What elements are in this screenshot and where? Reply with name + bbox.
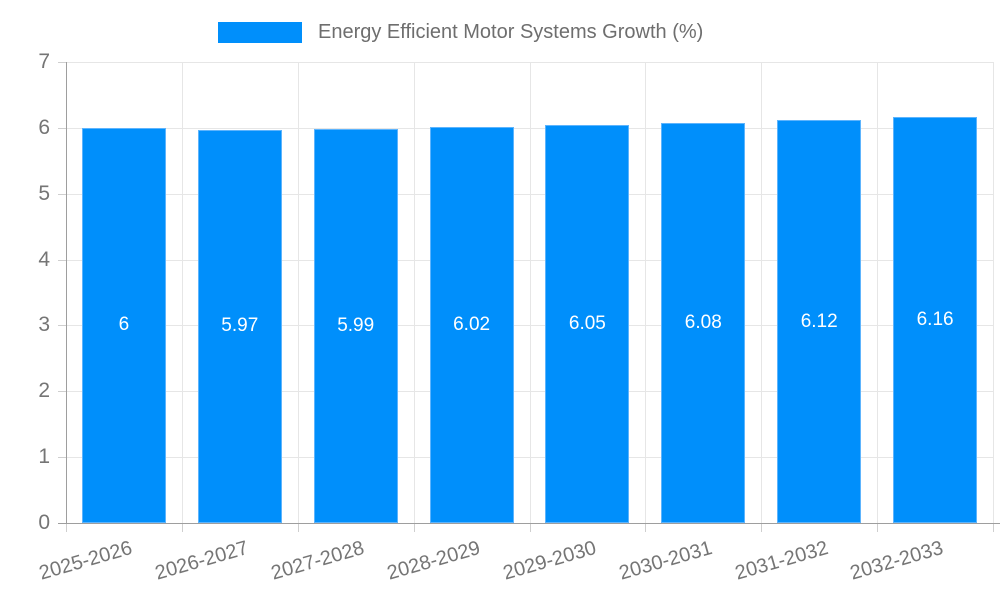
y-axis-tick bbox=[58, 391, 66, 392]
y-axis-tick bbox=[58, 457, 66, 458]
chart-legend: Energy Efficient Motor Systems Growth (%… bbox=[0, 0, 1000, 50]
y-axis-tick-label: 0 bbox=[38, 511, 50, 534]
x-axis-tick bbox=[530, 524, 531, 532]
x-axis-tick bbox=[66, 524, 67, 532]
bar-value-label: 6.02 bbox=[453, 313, 491, 335]
x-axis-line bbox=[58, 523, 1000, 524]
x-axis-label: 2025-2026 bbox=[36, 537, 135, 585]
y-axis-tick-label: 2 bbox=[38, 379, 50, 402]
x-axis-label: 2031-2032 bbox=[732, 537, 831, 585]
bar-value-label: 5.99 bbox=[337, 314, 375, 336]
y-axis-tick bbox=[58, 62, 66, 63]
y-axis-tick bbox=[58, 260, 66, 261]
bar-2025-2026[interactable] bbox=[81, 127, 166, 523]
y-gridline bbox=[66, 194, 993, 195]
bar-value-label: 6.05 bbox=[568, 312, 606, 334]
y-axis-tick bbox=[58, 325, 66, 326]
x-gridline bbox=[993, 62, 994, 523]
y-gridline bbox=[66, 325, 993, 326]
x-gridline bbox=[761, 62, 762, 523]
x-axis-label: 2026-2027 bbox=[152, 537, 251, 585]
legend-marker-swatch bbox=[218, 22, 302, 43]
y-axis-tick bbox=[58, 128, 66, 129]
y-axis-tick-label: 4 bbox=[38, 248, 50, 271]
bar-2029-2030[interactable] bbox=[545, 124, 630, 523]
y-axis-tick-label: 1 bbox=[38, 445, 50, 468]
y-axis-tick bbox=[58, 194, 66, 195]
bar-value-label: 5.97 bbox=[221, 315, 259, 337]
y-gridline bbox=[66, 128, 993, 129]
y-axis-tick-label: 5 bbox=[38, 182, 50, 205]
y-gridline bbox=[66, 62, 993, 63]
x-axis-label: 2032-2033 bbox=[848, 537, 947, 585]
bar-value-label: 6.08 bbox=[684, 311, 722, 333]
y-axis-line bbox=[66, 62, 67, 523]
y-gridline bbox=[66, 391, 993, 392]
x-axis-label: 2030-2031 bbox=[616, 537, 715, 585]
x-axis-tick bbox=[298, 524, 299, 532]
y-axis-tick-label: 7 bbox=[38, 50, 50, 73]
x-axis-tick bbox=[877, 524, 878, 532]
x-axis-tick bbox=[761, 524, 762, 532]
bar-2030-2031[interactable] bbox=[661, 122, 746, 523]
y-axis-tick-label: 3 bbox=[38, 313, 50, 336]
bar-value-label: 6.16 bbox=[916, 309, 954, 331]
x-axis-label: 2027-2028 bbox=[268, 537, 367, 585]
x-gridline bbox=[645, 62, 646, 523]
bar-2028-2029[interactable] bbox=[429, 126, 514, 523]
legend-series-label: Energy Efficient Motor Systems Growth (%… bbox=[318, 21, 704, 43]
x-gridline bbox=[414, 62, 415, 523]
x-axis-tick bbox=[993, 524, 994, 532]
legend-item-series[interactable]: Energy Efficient Motor Systems Growth (%… bbox=[218, 20, 703, 45]
x-gridline bbox=[182, 62, 183, 523]
x-gridline bbox=[298, 62, 299, 523]
x-axis-tick bbox=[645, 524, 646, 532]
bar-2027-2028[interactable] bbox=[313, 128, 398, 523]
plot-area: 0 1 2 3 4 5 6 7 6 2025-2026 5.97 2026-2027 5.99 2027-… bbox=[37, 51, 1000, 585]
bar-2031-2032[interactable] bbox=[777, 120, 862, 523]
x-gridline bbox=[530, 62, 531, 523]
y-gridline bbox=[66, 457, 993, 458]
y-gridline bbox=[66, 260, 993, 261]
bar-2032-2033[interactable] bbox=[893, 117, 978, 523]
bar-2026-2027[interactable] bbox=[197, 129, 282, 523]
x-gridline bbox=[877, 62, 878, 523]
x-axis-tick bbox=[182, 524, 183, 532]
x-axis-tick bbox=[414, 524, 415, 532]
bar-value-label: 6 bbox=[118, 314, 130, 336]
y-axis-tick-label: 6 bbox=[38, 116, 50, 139]
bar-value-label: 6.12 bbox=[800, 310, 838, 332]
x-axis-label: 2029-2030 bbox=[500, 537, 599, 585]
x-axis-label: 2028-2029 bbox=[384, 537, 483, 585]
